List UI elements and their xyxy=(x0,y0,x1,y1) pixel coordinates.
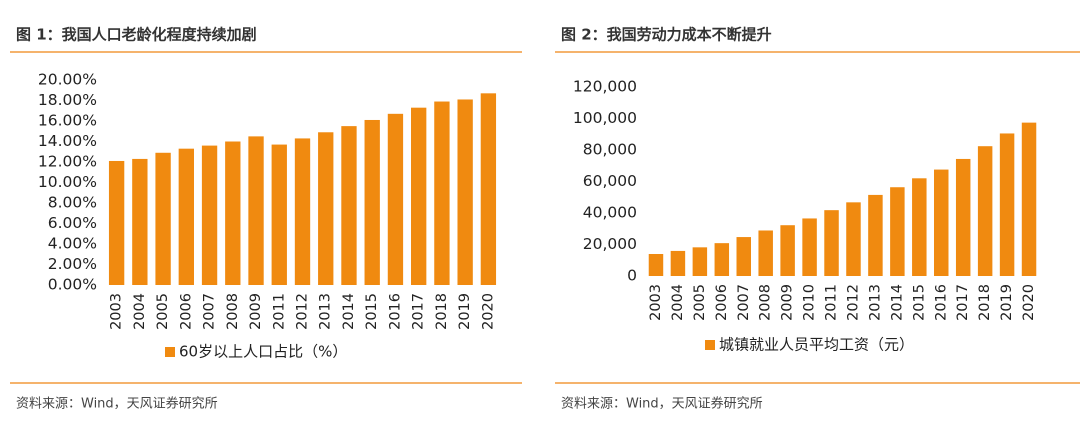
bar xyxy=(1021,122,1037,276)
x-tick-label: 2012 xyxy=(845,284,861,321)
bar xyxy=(934,169,949,276)
x-tick-label: 2015 xyxy=(364,293,380,330)
y-tick-label: 20,000 xyxy=(583,235,637,253)
x-tick-label: 2007 xyxy=(736,284,752,321)
bar xyxy=(692,247,708,276)
x-tick-label: 2004 xyxy=(670,284,686,321)
y-tick-label: 12.00% xyxy=(38,153,97,171)
x-tick-label: 2013 xyxy=(318,293,334,330)
bar xyxy=(868,194,883,276)
y-tick-label: 8.00% xyxy=(48,194,97,212)
x-tick-label: 2013 xyxy=(867,284,883,321)
bar xyxy=(341,126,357,285)
chart-title: 图 2：我国劳动力成本不断提升 xyxy=(561,26,772,44)
source-note: 资料来源：Wind，天风证券研究所 xyxy=(561,396,763,412)
bar xyxy=(434,101,450,286)
x-tick-label: 2018 xyxy=(434,293,450,330)
x-tick-label: 2019 xyxy=(457,293,473,330)
bar xyxy=(132,158,148,285)
x-tick-label: 2008 xyxy=(758,284,774,321)
x-tick-label: 2019 xyxy=(999,284,1015,321)
bar xyxy=(802,218,817,276)
y-tick-label: 16.00% xyxy=(38,112,97,130)
x-tick-label: 2020 xyxy=(480,293,496,330)
y-tick-label: 10.00% xyxy=(38,173,97,191)
source-note: 资料来源：Wind，天风证券研究所 xyxy=(16,396,218,412)
y-tick-label: 60,000 xyxy=(583,172,637,190)
bar xyxy=(758,230,773,276)
x-tick-label: 2011 xyxy=(271,293,287,330)
x-tick-label: 2007 xyxy=(202,293,218,330)
bar xyxy=(108,160,125,285)
bar xyxy=(824,210,839,276)
x-tick-label: 2008 xyxy=(225,293,241,330)
bar xyxy=(999,133,1015,276)
x-tick-label: 2012 xyxy=(295,293,311,330)
x-tick-label: 2017 xyxy=(955,284,971,321)
y-tick-label: 18.00% xyxy=(38,91,97,109)
bar xyxy=(294,138,311,285)
x-tick-label: 2017 xyxy=(411,293,427,330)
x-tick-label: 2005 xyxy=(155,293,171,330)
bar xyxy=(457,99,473,285)
bar xyxy=(480,93,497,285)
y-tick-label: 80,000 xyxy=(583,141,637,159)
x-tick-label: 2005 xyxy=(692,284,708,321)
x-tick-label: 2006 xyxy=(714,284,730,321)
bar xyxy=(846,202,861,276)
x-tick-label: 2009 xyxy=(248,293,264,330)
x-tick-label: 2014 xyxy=(889,284,905,321)
x-tick-label: 2020 xyxy=(1021,284,1037,321)
x-tick-label: 2016 xyxy=(933,284,949,321)
bar xyxy=(155,152,171,285)
x-tick-label: 2006 xyxy=(178,293,194,330)
x-tick-label: 2016 xyxy=(387,293,403,330)
bar xyxy=(178,148,194,285)
y-tick-label: 40,000 xyxy=(583,204,637,222)
bar xyxy=(736,237,751,276)
bar xyxy=(648,253,664,276)
x-tick-label: 2010 xyxy=(802,284,818,321)
bar xyxy=(670,250,686,276)
bar xyxy=(780,225,795,276)
bar xyxy=(714,243,730,276)
chart-title: 图 1：我国人口老龄化程度持续加剧 xyxy=(16,26,257,44)
y-tick-label: 100,000 xyxy=(573,109,637,127)
bar xyxy=(248,136,264,285)
bar xyxy=(977,146,993,276)
x-tick-label: 2009 xyxy=(780,284,796,321)
x-tick-label: 2015 xyxy=(911,284,927,321)
x-tick-label: 2004 xyxy=(132,293,148,330)
legend-label: 60岁以上人口占比（%） xyxy=(179,343,347,361)
bar xyxy=(271,144,287,285)
y-tick-label: 120,000 xyxy=(573,78,637,96)
x-tick-label: 2018 xyxy=(977,284,993,321)
legend-swatch xyxy=(165,347,175,357)
bar xyxy=(225,141,241,285)
y-tick-label: 0.00% xyxy=(48,276,97,294)
y-tick-label: 6.00% xyxy=(48,214,97,232)
bar xyxy=(387,113,404,285)
y-tick-label: 14.00% xyxy=(38,132,97,150)
x-tick-label: 2011 xyxy=(824,284,840,321)
x-tick-label: 2014 xyxy=(341,293,357,330)
x-tick-label: 2003 xyxy=(109,293,125,330)
y-tick-label: 0 xyxy=(627,267,637,285)
bar xyxy=(411,107,427,285)
y-tick-label: 2.00% xyxy=(48,255,97,273)
bar xyxy=(955,158,971,276)
x-tick-label: 2003 xyxy=(648,284,664,321)
y-tick-label: 4.00% xyxy=(48,235,97,253)
bar xyxy=(201,145,218,285)
legend-swatch xyxy=(705,340,715,350)
bar xyxy=(890,187,905,276)
bar xyxy=(912,178,927,276)
bar xyxy=(318,132,334,285)
bar xyxy=(364,119,380,285)
y-tick-label: 20.00% xyxy=(38,71,97,89)
legend-label: 城镇就业人员平均工资（元） xyxy=(719,336,914,354)
